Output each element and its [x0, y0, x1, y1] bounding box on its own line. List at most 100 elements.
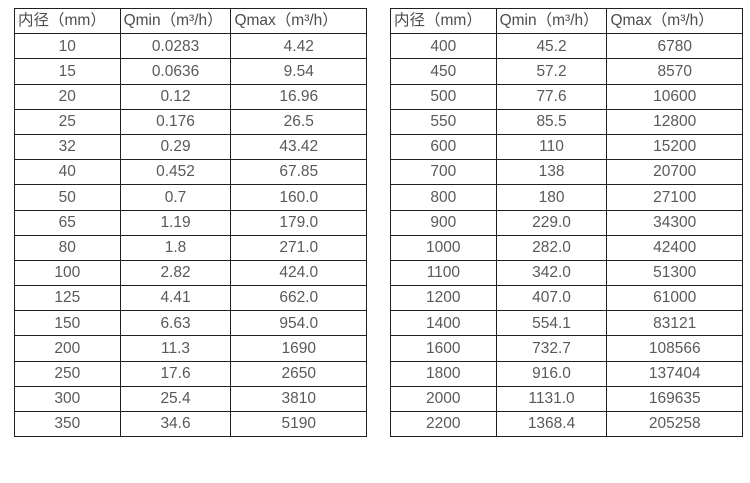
table-row: 32 0.29 43.42 — [14, 133, 367, 161]
table-cell: 1.19 — [119, 209, 232, 236]
header-row: 内径（mm） Qmin（m³/h） Qmax（m³/h） — [390, 7, 743, 35]
table-cell: 4.42 — [230, 33, 367, 60]
table-cell: 6.63 — [119, 310, 232, 337]
table-cell: 12800 — [606, 108, 743, 135]
table-cell: 25.4 — [119, 385, 232, 413]
table-cell: 108566 — [606, 335, 743, 362]
table-cell: 34300 — [606, 209, 743, 236]
table-row: 1200 407.0 61000 — [390, 285, 743, 312]
table-cell: 271.0 — [230, 234, 367, 261]
table-cell: 138 — [495, 159, 608, 186]
table-cell: 20700 — [606, 159, 743, 186]
table-row: 10 0.0283 4.42 — [14, 33, 367, 60]
table-cell: 954.0 — [230, 310, 367, 337]
column-header-diameter: 内径（mm） — [390, 7, 497, 35]
table-cell: 11.3 — [119, 335, 232, 362]
table-cell: 110 — [495, 133, 608, 161]
table-cell: 34.6 — [119, 410, 232, 438]
table-cell: 61000 — [606, 285, 743, 312]
table-cell: 900 — [390, 209, 497, 236]
table-cell: 15 — [14, 58, 121, 85]
spec-table-left: 内径（mm） Qmin（m³/h） Qmax（m³/h） 10 0.0283 4.4… — [14, 7, 367, 438]
table-row: 350 34.6 5190 — [14, 410, 367, 438]
table-row: 500 77.6 10600 — [390, 83, 743, 110]
table-cell: 916.0 — [495, 360, 608, 387]
table-body: 400 45.2 6780 450 57.2 8570 500 77.6 10600 550 85.… — [390, 33, 743, 438]
table-cell: 67.85 — [230, 159, 367, 186]
table-row: 1400 554.1 83121 — [390, 310, 743, 337]
table-cell: 800 — [390, 184, 497, 211]
table-cell: 83121 — [606, 310, 743, 337]
table-row: 700 138 20700 — [390, 159, 743, 186]
table-row: 300 25.4 3810 — [14, 385, 367, 413]
column-header-qmax: Qmax（m³/h） — [230, 7, 367, 35]
column-header-qmax: Qmax（m³/h） — [606, 7, 743, 35]
table-row: 65 1.19 179.0 — [14, 209, 367, 236]
table-cell: 282.0 — [495, 234, 608, 261]
table-cell: 179.0 — [230, 209, 367, 236]
table-cell: 45.2 — [495, 33, 608, 60]
table-cell: 26.5 — [230, 108, 367, 135]
table-cell: 20 — [14, 83, 121, 110]
table-cell: 32 — [14, 133, 121, 161]
table-row: 150 6.63 954.0 — [14, 310, 367, 337]
table-cell: 424.0 — [230, 259, 367, 287]
column-header-diameter: 内径（mm） — [14, 7, 121, 35]
table-cell: 1600 — [390, 335, 497, 362]
table-row: 450 57.2 8570 — [390, 58, 743, 85]
table-row: 80 1.8 271.0 — [14, 234, 367, 261]
table-cell: 1400 — [390, 310, 497, 337]
table-row: 125 4.41 662.0 — [14, 285, 367, 312]
table-cell: 0.176 — [119, 108, 232, 135]
table-cell: 57.2 — [495, 58, 608, 85]
table-cell: 125 — [14, 285, 121, 312]
table-cell: 137404 — [606, 360, 743, 387]
table-cell: 3810 — [230, 385, 367, 413]
table-cell: 732.7 — [495, 335, 608, 362]
table-header: 内径（mm） Qmin（m³/h） Qmax（m³/h） — [390, 7, 743, 35]
table-cell: 662.0 — [230, 285, 367, 312]
table-cell: 1.8 — [119, 234, 232, 261]
table-body: 10 0.0283 4.42 15 0.0636 9.54 20 0.12 16.96 25 0.1… — [14, 33, 367, 438]
table-row: 2200 1368.4 205258 — [390, 410, 743, 438]
table-cell: 1690 — [230, 335, 367, 362]
spec-table-right: 内径（mm） Qmin（m³/h） Qmax（m³/h） 400 45.2 6780… — [390, 7, 743, 438]
table-cell: 5190 — [230, 410, 367, 438]
table-row: 40 0.452 67.85 — [14, 159, 367, 186]
table-row: 550 85.5 12800 — [390, 108, 743, 135]
table-cell: 700 — [390, 159, 497, 186]
table-cell: 85.5 — [495, 108, 608, 135]
table-cell: 2000 — [390, 385, 497, 413]
table-cell: 2650 — [230, 360, 367, 387]
table-cell: 17.6 — [119, 360, 232, 387]
table-cell: 1000 — [390, 234, 497, 261]
table-cell: 80 — [14, 234, 121, 261]
table-row: 50 0.7 160.0 — [14, 184, 367, 211]
table-cell: 500 — [390, 83, 497, 110]
table-row: 900 229.0 34300 — [390, 209, 743, 236]
table-row: 20 0.12 16.96 — [14, 83, 367, 110]
table-row: 1600 732.7 108566 — [390, 335, 743, 362]
table-cell: 15200 — [606, 133, 743, 161]
table-cell: 0.12 — [119, 83, 232, 110]
table-cell: 407.0 — [495, 285, 608, 312]
table-cell: 342.0 — [495, 259, 608, 287]
table-row: 400 45.2 6780 — [390, 33, 743, 60]
table-row: 15 0.0636 9.54 — [14, 58, 367, 85]
table-cell: 205258 — [606, 410, 743, 438]
table-cell: 0.0283 — [119, 33, 232, 60]
table-row: 100 2.82 424.0 — [14, 259, 367, 287]
table-cell: 2.82 — [119, 259, 232, 287]
table-cell: 600 — [390, 133, 497, 161]
table-cell: 300 — [14, 385, 121, 413]
table-cell: 100 — [14, 259, 121, 287]
table-cell: 169635 — [606, 385, 743, 413]
table-cell: 27100 — [606, 184, 743, 211]
table-cell: 1800 — [390, 360, 497, 387]
table-cell: 150 — [14, 310, 121, 337]
table-cell: 400 — [390, 33, 497, 60]
table-cell: 77.6 — [495, 83, 608, 110]
table-cell: 450 — [390, 58, 497, 85]
header-row: 内径（mm） Qmin（m³/h） Qmax（m³/h） — [14, 7, 367, 35]
table-cell: 4.41 — [119, 285, 232, 312]
